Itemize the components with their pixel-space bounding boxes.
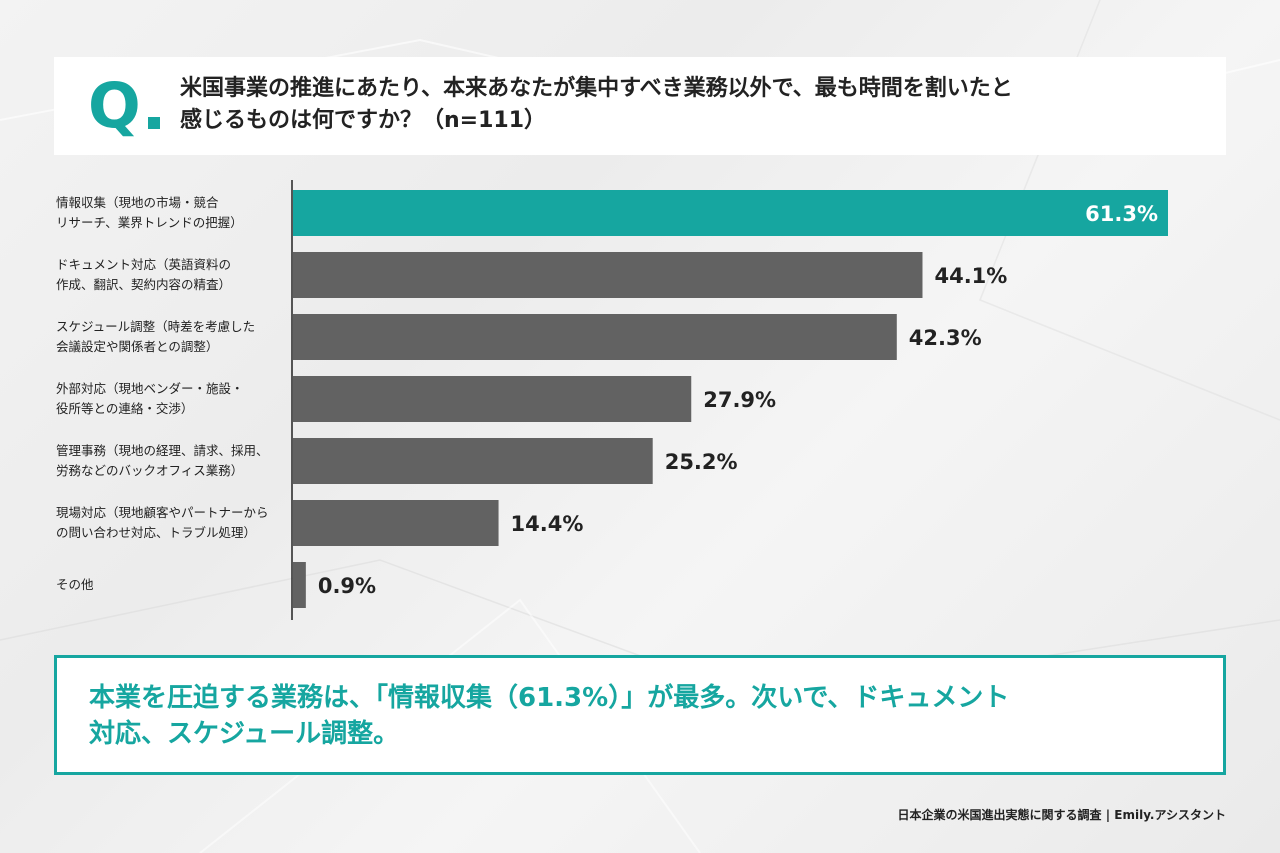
value-label: 14.4% (511, 512, 584, 536)
value-label: 42.3% (909, 326, 982, 350)
question-line-2: 感じるものは何ですか？（n=111） (180, 108, 547, 133)
category-label: ドキュメント対応（英語資料の (56, 257, 231, 272)
category-label: リサーチ、業界トレンドの把握） (56, 215, 243, 230)
question-mark-q: Q (88, 69, 141, 142)
category-label: 管理事務（現地の経理、請求、採用、 (56, 443, 269, 458)
summary-text: 本業を圧迫する業務は、「情報収集（61.3%）」が最多。次いで、ドキュメント 対… (89, 680, 1189, 752)
category-label: スケジュール調整（時差を考慮した (56, 319, 255, 334)
source-credit: 日本企業の米国進出実態に関する調査 | Emily.アシスタント (897, 808, 1226, 822)
value-label: 27.9% (703, 388, 776, 412)
value-label: 0.9% (318, 574, 376, 598)
bar (293, 314, 897, 360)
category-label: 現場対応（現地顧客やパートナーから (56, 505, 269, 520)
question-box: Q 米国事業の推進にあたり、本来あなたが集中すべき業務以外で、最も時間を割いたと… (54, 57, 1226, 155)
bar (293, 252, 923, 298)
category-label: 会議設定や関係者との調整） (56, 339, 218, 354)
category-label: その他 (56, 577, 94, 592)
question-mark-dot (148, 117, 160, 129)
summary-line-1: 本業を圧迫する業務は、「情報収集（61.3%）」が最多。次いで、ドキュメント (89, 683, 1010, 713)
category-label: 役所等との連絡・交渉） (56, 401, 193, 416)
value-label: 61.3% (1085, 202, 1158, 226)
bar (293, 438, 653, 484)
question-line-1: 米国事業の推進にあたり、本来あなたが集中すべき業務以外で、最も時間を割いたと (180, 76, 1013, 101)
value-label: 44.1% (934, 264, 1007, 288)
category-label: 情報収集（現地の市場・競合 (56, 195, 219, 210)
category-label: の問い合わせ対応、トラブル処理） (56, 525, 256, 540)
category-label: 労務などのバックオフィス業務） (56, 463, 243, 478)
summary-line-2: 対応、スケジュール調整。 (89, 719, 400, 749)
value-label: 25.2% (665, 450, 738, 474)
bar (293, 376, 692, 422)
question-text: 米国事業の推進にあたり、本来あなたが集中すべき業務以外で、最も時間を割いたと 感… (180, 73, 1210, 137)
bar (293, 190, 1168, 236)
category-label: 作成、翻訳、契約内容の精査） (56, 277, 231, 292)
category-label: 外部対応（現地ベンダー・施設・ (56, 381, 244, 396)
bar (293, 500, 499, 546)
summary-box: 本業を圧迫する業務は、「情報収集（61.3%）」が最多。次いで、ドキュメント 対… (54, 655, 1226, 775)
bar (293, 562, 306, 608)
